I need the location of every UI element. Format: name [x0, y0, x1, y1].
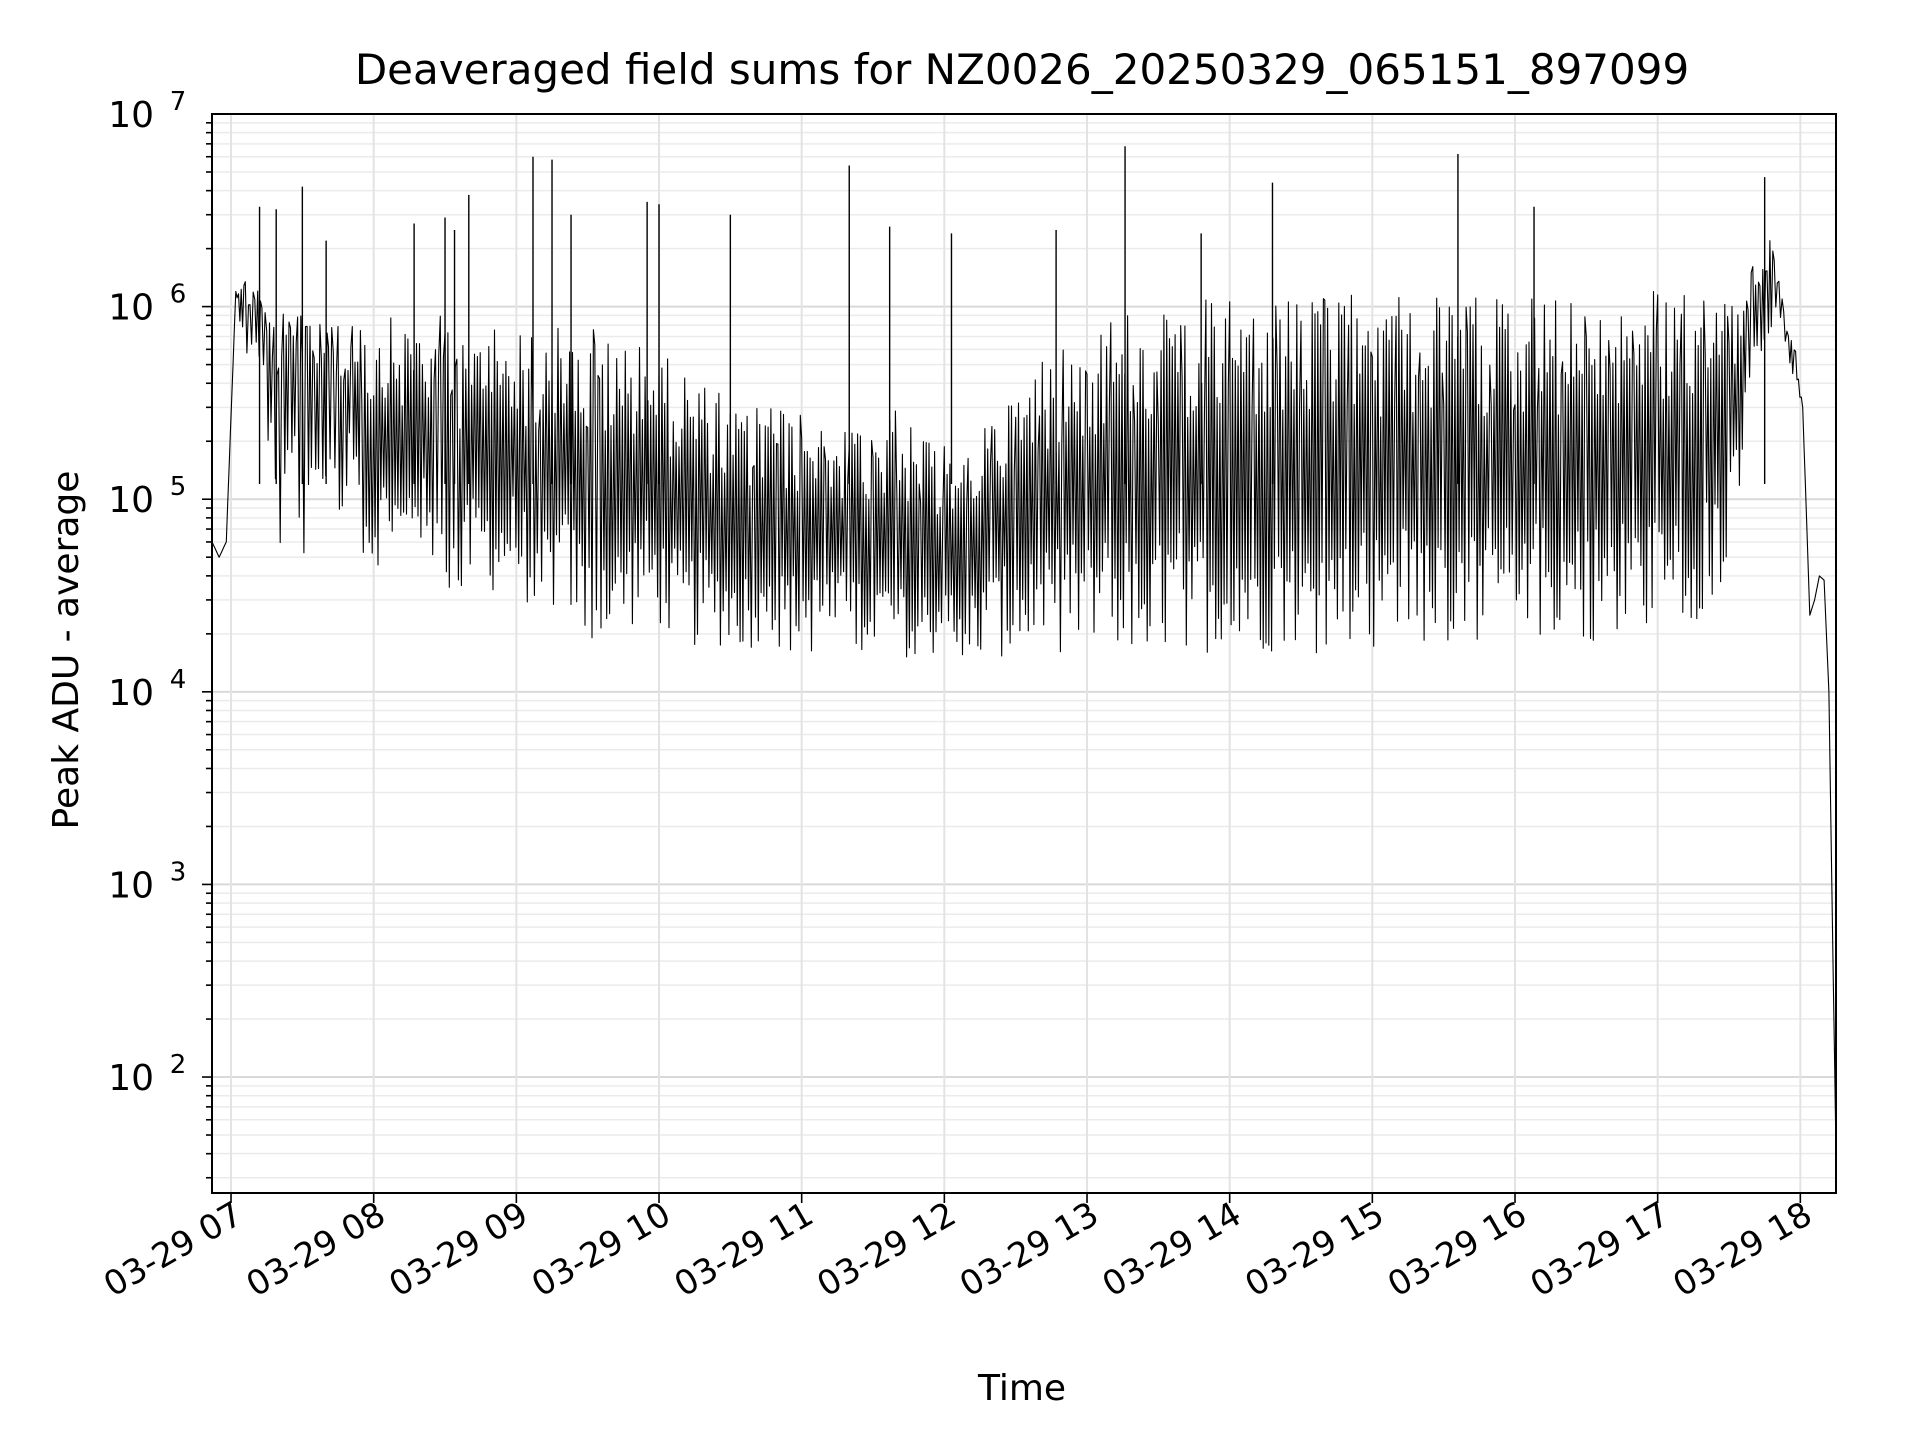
y-tick-exponent: 2	[170, 1050, 187, 1080]
y-tick-label: 10	[108, 673, 154, 714]
y-tick-exponent: 7	[170, 87, 187, 117]
y-tick-base: 10	[108, 480, 154, 521]
plot-frame	[211, 113, 1837, 1194]
y-tick-exponent: 6	[170, 280, 187, 310]
y-tick-exponent: 5	[170, 472, 187, 502]
series-line	[211, 240, 1837, 1154]
y-tick-label: 10	[108, 865, 154, 906]
y-tick-label: 10	[108, 1058, 154, 1099]
y-tick-label: 10	[108, 95, 154, 136]
data-series	[211, 146, 1837, 1154]
y-tick-base: 10	[108, 1058, 154, 1099]
x-axis-label: Time	[977, 1368, 1066, 1409]
y-axis-label: Peak ADU - average	[46, 471, 87, 830]
y-tick-base: 10	[108, 865, 154, 906]
y-tick-exponent: 3	[170, 857, 187, 887]
y-tick-base: 10	[108, 95, 154, 136]
chart-title: Deaveraged field sums for NZ0026_2025032…	[355, 45, 1689, 94]
y-tick-label: 10	[108, 480, 154, 521]
y-tick-base: 10	[108, 673, 154, 714]
y-tick-exponent: 4	[170, 665, 187, 695]
y-tick-base: 10	[108, 288, 154, 329]
y-tick-label: 10	[108, 288, 154, 329]
